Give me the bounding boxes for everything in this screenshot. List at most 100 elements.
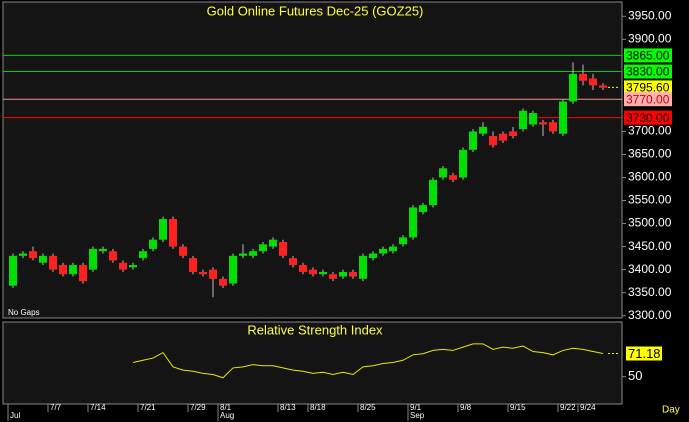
candle-body [369, 253, 377, 259]
candle-body [239, 253, 247, 256]
candle-body [169, 218, 177, 247]
candle-body [159, 218, 167, 240]
candle-body [429, 179, 437, 206]
candle-body [579, 73, 587, 81]
candle-body [489, 136, 497, 146]
rsi-title: Relative Strength Index [247, 322, 383, 337]
y-tick-label: 3300.00 [628, 308, 672, 322]
candle-body [89, 248, 97, 270]
x-tick-label: 9/15 [510, 403, 526, 412]
candle-body [389, 246, 397, 252]
candle-body [139, 251, 147, 259]
value-label: 71.18 [628, 346, 661, 361]
candle-body [449, 175, 457, 180]
candle-body [9, 255, 17, 286]
candle-body [119, 262, 127, 270]
x-tick-label: 9/1 [410, 403, 422, 412]
y-tick-label: 3650.00 [628, 147, 672, 161]
y-tick-label: 3900.00 [628, 31, 672, 45]
level-label-bg [624, 92, 672, 107]
candle-body [549, 122, 557, 132]
candle-body [519, 110, 527, 130]
candle-body [439, 168, 447, 178]
level-label: 3865.00 [626, 49, 670, 63]
x-tick-label: 7/7 [50, 403, 62, 412]
y-tick-label: 3600.00 [628, 170, 672, 184]
candle-body [309, 269, 317, 275]
x-tick-label: 9/22 [560, 403, 576, 412]
candle-body [329, 274, 337, 279]
candle-body [529, 113, 537, 125]
month-label: Aug [220, 411, 234, 420]
y-tick-label: 3350.00 [628, 285, 672, 299]
candle-body [319, 271, 327, 275]
y-tick-label: 50 [628, 368, 642, 383]
month-label: Jul [10, 411, 20, 420]
candle-body [229, 255, 237, 284]
candle-body [109, 251, 117, 261]
x-tick-label: 7/14 [90, 403, 106, 412]
y-tick-label: 3400.00 [628, 262, 672, 276]
candle-body [209, 269, 217, 279]
y-tick-label: 3500.00 [628, 216, 672, 230]
candle-body [69, 265, 77, 275]
candle-body [179, 246, 187, 256]
candle-body [569, 73, 577, 102]
candle-body [129, 265, 137, 268]
x-tick-label: 7/29 [190, 403, 206, 412]
rsi-panel [2, 321, 623, 405]
month-label: Sep [410, 411, 425, 420]
level-label-bg [624, 110, 672, 125]
candle-body [269, 239, 277, 247]
chart-title: Gold Online Futures Dec-25 (GOZ25) [207, 3, 424, 18]
candle-body [199, 271, 207, 275]
candle-body [59, 265, 67, 275]
candle-body [39, 255, 47, 263]
candle-body [419, 205, 427, 213]
x-tick-label: 8/13 [280, 403, 296, 412]
candle-body [29, 251, 37, 259]
candle-body [79, 265, 87, 282]
candle-body [589, 78, 597, 86]
candle-body [399, 237, 407, 245]
candle-body [469, 131, 477, 150]
y-tick-label: 3450.00 [628, 239, 672, 253]
candle-body [279, 241, 287, 256]
value-label-bg [626, 346, 662, 361]
candle-body [189, 258, 197, 272]
level-label-bg [624, 80, 672, 95]
candle-body [149, 239, 157, 249]
candle-body [299, 265, 307, 272]
candle-body [599, 85, 607, 88]
candle-body [99, 248, 107, 252]
level-label: 3730.00 [626, 111, 670, 125]
level-label: 3830.00 [626, 65, 670, 79]
candle-body [409, 207, 417, 238]
candle-body [19, 253, 27, 256]
price-panel [2, 1, 623, 319]
candle-body [379, 248, 387, 254]
level-label: 3770.00 [626, 92, 670, 106]
candle-body [349, 271, 357, 277]
candle-body [359, 255, 367, 279]
candle-body [499, 133, 507, 141]
rsi-line [132, 343, 604, 379]
candle-body [259, 244, 267, 252]
candle-body [559, 101, 567, 134]
candle-body [479, 126, 487, 134]
x-tick-label: 8/25 [360, 403, 376, 412]
level-label: 3795.60 [626, 81, 670, 95]
y-tick-label: 3700.00 [628, 124, 672, 138]
candle-body [49, 255, 57, 270]
level-label-bg [624, 64, 672, 79]
y-tick-label: 3550.00 [628, 193, 672, 207]
candle-body [459, 149, 467, 178]
candle-body [539, 122, 547, 125]
x-tick-label: 8/18 [310, 403, 326, 412]
x-tick-label: 8/1 [220, 403, 232, 412]
candle-body [339, 271, 347, 277]
x-tick-label: 7/21 [140, 403, 156, 412]
annotation: No Gaps [8, 308, 40, 317]
level-label-bg [624, 48, 672, 63]
